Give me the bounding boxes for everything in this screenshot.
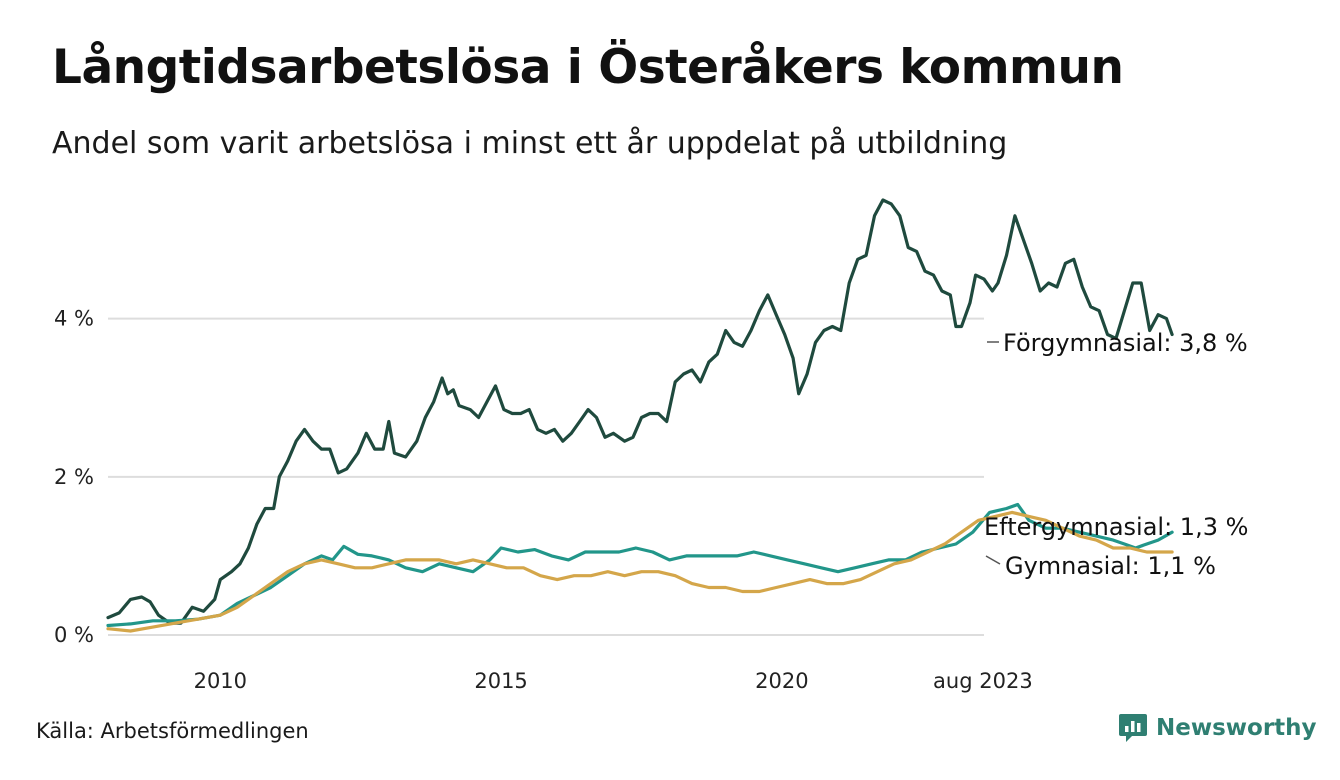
series-label-förgymnasial: Förgymnasial: 3,8 % [1003, 329, 1248, 357]
brand-name: Newsworthy [1156, 715, 1317, 741]
x-tick-label: 2010 [194, 669, 247, 693]
x-tick-label: 2020 [755, 669, 808, 693]
grid-lines [108, 317, 984, 636]
series-label-gymnasial: Gymnasial: 1,1 % [1005, 552, 1216, 580]
series-line-förgymnasial [106, 198, 1174, 625]
x-tick-label: 2015 [474, 669, 527, 693]
chart-bubble-icon [1119, 714, 1147, 742]
y-tick-label: 4 % [54, 307, 94, 331]
series-label-eftergymnasial: Eftergymnasial: 1,3 % [984, 513, 1248, 541]
series-lines [106, 198, 1174, 633]
series-end-labels: Förgymnasial: 3,8 % Eftergymnasial: 1,3 %… [984, 329, 1248, 580]
brand-logo: Newsworthy [1118, 712, 1317, 744]
chart-title: Långtidsarbetslösa i Österåkers kommun [52, 40, 1124, 95]
y-tick-label: 2 % [54, 465, 94, 489]
x-tick-label: aug 2023 [933, 669, 1033, 693]
series-line-eftergymnasial [106, 502, 1174, 628]
leader-line [985, 555, 1001, 565]
series-line-gymnasial [106, 510, 1174, 633]
y-tick-label: 0 % [54, 623, 94, 647]
x-axis-ticks: 2010 2015 2020 aug 2023 [194, 669, 1033, 693]
source-note: Källa: Arbetsförmedlingen [36, 719, 309, 743]
y-axis-ticks: 0 % 2 % 4 % [54, 307, 94, 647]
chart-subtitle: Andel som varit arbetslösa i minst ett å… [52, 126, 1008, 161]
